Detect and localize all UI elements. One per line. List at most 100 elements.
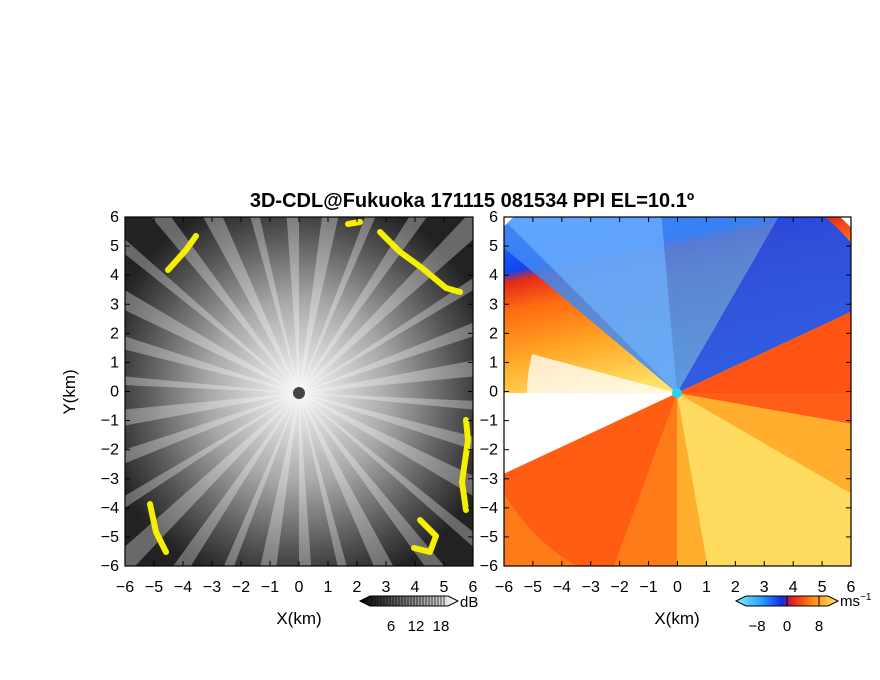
x-tick-label: 3 bbox=[382, 579, 391, 596]
velocity-wedge bbox=[677, 217, 851, 393]
x-tick-label: 2 bbox=[731, 579, 740, 596]
reflectivity-ray bbox=[299, 393, 473, 410]
y-tick-label: 5 bbox=[489, 238, 498, 255]
y-tick-label: −2 bbox=[101, 442, 119, 459]
y-tick-label: 0 bbox=[110, 384, 119, 401]
y-tick-label: 4 bbox=[110, 267, 119, 284]
x-tick-label: −6 bbox=[116, 579, 134, 596]
y-tick-label: −4 bbox=[480, 500, 498, 517]
y-tick-label: 1 bbox=[489, 354, 498, 371]
reflectivity-yellow-echoes bbox=[147, 219, 471, 555]
y-tick-label: 5 bbox=[110, 238, 119, 255]
y-tick-label: −3 bbox=[101, 471, 119, 488]
velocity-wedge bbox=[677, 393, 851, 566]
y-tick-label: 3 bbox=[489, 296, 498, 313]
reflectivity-ray bbox=[299, 393, 473, 547]
y-tick-label: 2 bbox=[110, 325, 119, 342]
colorbar-unit: dB bbox=[460, 594, 478, 611]
reflectivity-ray bbox=[125, 393, 299, 464]
radar-center-marker bbox=[293, 387, 305, 399]
y-tick-label: 1 bbox=[110, 354, 119, 371]
x-tick-label: −3 bbox=[582, 579, 600, 596]
y-tick-label: 6 bbox=[110, 209, 119, 226]
reflectivity-ray bbox=[299, 393, 347, 566]
colorbar-tick-label: −8 bbox=[748, 618, 765, 635]
x-tick-label: 6 bbox=[469, 579, 478, 596]
x-tick-label: 4 bbox=[789, 579, 798, 596]
y-tick-label: −3 bbox=[480, 471, 498, 488]
y-tick-label: 4 bbox=[489, 267, 498, 284]
reflectivity-x-tick-labels: −6 −5 −4 −3 −2 −1 0 1 2 3 4 5 6 bbox=[116, 579, 478, 596]
reflectivity-ray bbox=[173, 393, 299, 566]
x-tick-label: −4 bbox=[553, 579, 571, 596]
reflectivity-panel: −6 −5 −4 −3 −2 −1 0 1 2 3 4 5 6 6543210−1−2−3−4−5−6 … bbox=[60, 209, 478, 628]
y-tick-label: −2 bbox=[480, 442, 498, 459]
reflectivity-ray bbox=[125, 290, 299, 393]
velocity-wedge bbox=[527, 354, 677, 393]
velocity-y-tick-labels: 6 5 4 3 2 1 0 −1 −2 −3 −4 −5 −6 bbox=[480, 209, 498, 575]
velocity-wedge bbox=[507, 217, 677, 393]
reflectivity-ray bbox=[125, 376, 299, 393]
x-tick-label: 5 bbox=[818, 579, 827, 596]
x-axis-label: X(km) bbox=[654, 609, 699, 628]
reflectivity-ray bbox=[299, 393, 445, 566]
velocity-wedge bbox=[504, 393, 677, 474]
reflectivity-ray bbox=[260, 393, 299, 566]
colorbar-tick-label: 12 bbox=[408, 618, 425, 635]
reflectivity-ray bbox=[125, 239, 299, 393]
reflectivity-ray bbox=[125, 393, 299, 426]
x-tick-label: 1 bbox=[324, 579, 333, 596]
x-tick-label: −6 bbox=[495, 579, 513, 596]
y-tick-label: 3 bbox=[110, 296, 119, 313]
reflectivity-ray bbox=[298, 393, 312, 566]
reflectivity-ray bbox=[286, 217, 300, 393]
reflectivity-ray bbox=[299, 217, 473, 393]
reflectivity-ray bbox=[223, 393, 299, 566]
y-tick-label: −5 bbox=[480, 529, 498, 546]
reflectivity-echo bbox=[147, 501, 169, 555]
reflectivity-ray bbox=[299, 393, 473, 450]
colorbar-tick-label: 0 bbox=[783, 618, 791, 635]
reflectivity-ray bbox=[299, 217, 427, 393]
x-tick-label: −1 bbox=[261, 579, 279, 596]
x-tick-label: −1 bbox=[639, 579, 657, 596]
reflectivity-ray bbox=[125, 336, 299, 393]
x-tick-label: −2 bbox=[611, 579, 629, 596]
x-tick-label: −4 bbox=[174, 579, 192, 596]
x-tick-label: 0 bbox=[673, 579, 682, 596]
colorbar-tick-label: 6 bbox=[387, 618, 395, 635]
reflectivity-echo bbox=[411, 517, 439, 555]
reflectivity-y-tick-labels: 6 5 4 3 2 1 0 −1 −2 −3 −4 −5 −6 bbox=[101, 209, 119, 575]
reflectivity-ticks bbox=[124, 216, 474, 567]
x-tick-label: 2 bbox=[353, 579, 362, 596]
reflectivity-ray bbox=[299, 217, 376, 393]
colorbar-tick-label: 18 bbox=[433, 618, 450, 635]
y-tick-label: −1 bbox=[480, 413, 498, 430]
x-tick-label: −5 bbox=[524, 579, 542, 596]
reflectivity-ray bbox=[299, 322, 473, 393]
velocity-colorbar: −8 0 8 ms−1 bbox=[734, 592, 872, 635]
y-axis-label: Y(km) bbox=[60, 369, 79, 414]
reflectivity-echo bbox=[345, 219, 363, 227]
reflectivity-ray bbox=[299, 393, 473, 496]
radar-center-marker bbox=[672, 388, 682, 398]
x-tick-label: −3 bbox=[203, 579, 221, 596]
y-tick-label: 2 bbox=[489, 325, 498, 342]
x-tick-label: 6 bbox=[847, 579, 856, 596]
colorbar-tick-label: 8 bbox=[815, 618, 823, 635]
y-tick-label: −4 bbox=[101, 500, 119, 517]
reflectivity-ray bbox=[151, 217, 299, 393]
y-tick-label: 6 bbox=[489, 209, 498, 226]
reflectivity-echo bbox=[165, 233, 199, 273]
velocity-wedge bbox=[677, 311, 851, 424]
reflectivity-ray bbox=[299, 360, 473, 393]
velocity-wedge bbox=[504, 393, 677, 566]
reflectivity-echo bbox=[377, 229, 463, 295]
x-tick-label: 1 bbox=[702, 579, 711, 596]
reflectivity-colorbar: 6 12 18 dB bbox=[358, 594, 478, 635]
velocity-x-tick-labels: −6 −5 −4 −3 −2 −1 0 1 2 3 4 5 6 bbox=[495, 579, 856, 596]
x-tick-label: −5 bbox=[145, 579, 163, 596]
x-tick-label: 3 bbox=[760, 579, 769, 596]
reflectivity-ray bbox=[125, 393, 299, 566]
